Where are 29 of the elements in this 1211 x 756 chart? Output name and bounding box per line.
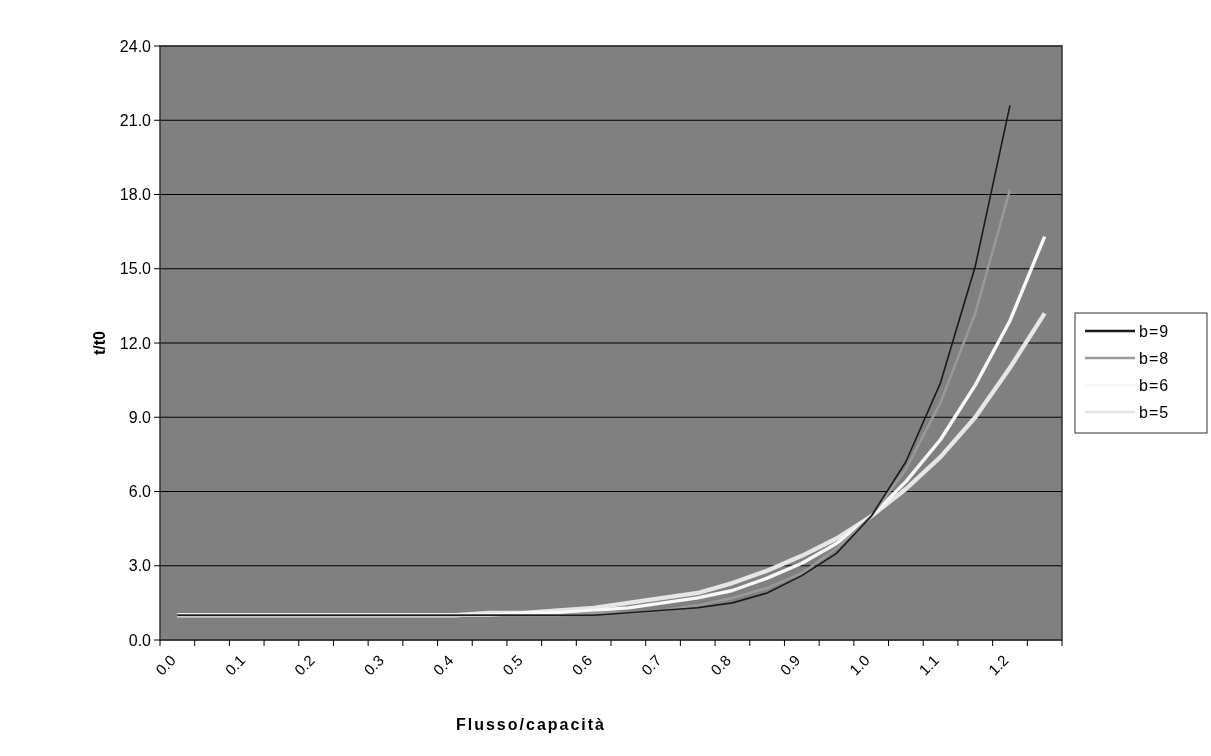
y-tick-label: 24.0	[119, 37, 152, 55]
x-tick-label: 0.4	[429, 651, 457, 679]
x-tick-label: 0.0	[152, 651, 179, 679]
x-tick-label: 0.1	[221, 651, 249, 679]
legend-label: b=5	[1139, 403, 1170, 421]
x-tick-label: 0.9	[776, 651, 804, 679]
x-tick-label: 0.2	[290, 651, 318, 679]
y-tick-label: 12.0	[119, 334, 152, 352]
x-tick-label: 0.6	[568, 651, 596, 679]
x-axis-title: Flusso/capacità	[455, 716, 607, 733]
legend-label: b=9	[1139, 322, 1170, 340]
x-tick-label: 1.0	[845, 651, 873, 679]
x-tick-label: 0.3	[360, 651, 388, 679]
y-tick-label: 18.0	[119, 186, 152, 204]
x-tick-label: 0.7	[637, 651, 665, 679]
y-tick-label: 3.0	[128, 557, 152, 575]
legend-label: b=6	[1139, 376, 1170, 394]
x-tick-label: 0.5	[499, 651, 526, 679]
x-tick-label: 1.1	[915, 651, 943, 679]
y-tick-label: 15.0	[119, 260, 152, 278]
y-tick-label: 21.0	[119, 111, 152, 129]
x-tick-label: 1.2	[984, 651, 1012, 679]
y-axis-title: t/t0	[91, 330, 108, 355]
x-tick-label: 0.8	[707, 651, 734, 679]
y-tick-label: 6.0	[128, 483, 152, 501]
line-series	[176, 104, 1011, 617]
y-tick-label: 0.0	[128, 631, 152, 649]
y-tick-label: 9.0	[128, 408, 152, 426]
legend-label: b=8	[1139, 349, 1170, 367]
